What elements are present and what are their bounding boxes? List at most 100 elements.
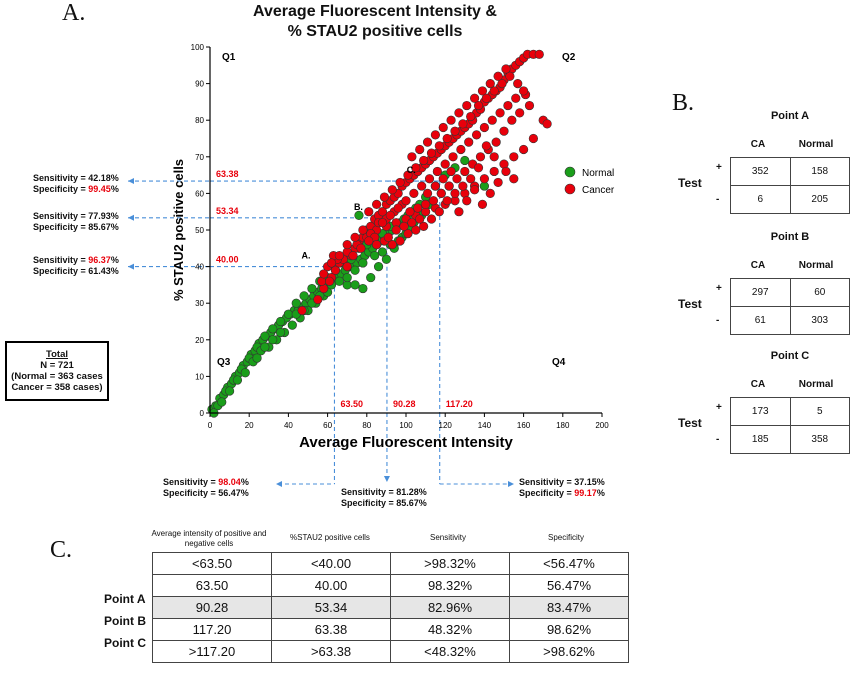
table-row: 63.50 40.00 98.32% 56.47% [152, 574, 629, 597]
quadrant-label-q2: Q2 [562, 52, 576, 63]
cancer-point [405, 207, 415, 217]
x-tick-label: 120 [439, 421, 453, 430]
normal-point [350, 280, 360, 290]
cancer-point [497, 78, 507, 89]
normal-point [342, 272, 352, 283]
contingency-plus: + [716, 402, 722, 413]
cutoff-point-label: A. [301, 251, 310, 261]
table-cell: 98.62% [509, 618, 629, 641]
y-tick-label: 0 [200, 409, 205, 418]
summary-header-intensity: Average intensity of positive and negati… [151, 529, 267, 548]
contingency-plus: + [716, 283, 722, 294]
contingency-col-normal: Normal [798, 139, 834, 150]
cancer-point [460, 166, 470, 177]
cell: 60 [789, 278, 850, 307]
arrowhead [128, 214, 134, 221]
cancer-point [477, 199, 488, 209]
table-cell: 82.96% [390, 596, 510, 619]
contingency-col-ca: CA [750, 379, 766, 390]
contingency-col-ca: CA [750, 260, 766, 271]
cancer-point [534, 49, 544, 59]
table-cell: 56.47% [509, 574, 629, 597]
y-tick-label: 50 [195, 226, 204, 235]
cancer-point [426, 214, 437, 224]
normal-point [307, 283, 317, 294]
cancer-point [399, 221, 409, 231]
cancer-point [458, 119, 468, 129]
contingency-title: Point B [770, 231, 810, 243]
cancer-point [507, 115, 517, 125]
cancer-point [501, 166, 511, 177]
cell: 5 [789, 397, 850, 426]
cancer-point [501, 64, 511, 74]
quadrant-label-q4: Q4 [552, 357, 566, 368]
chart-axes: 0 20 40 60 80 100 120 140 160 180 200 0 10 20 30 40 50 60… [191, 43, 610, 430]
cancer-point [462, 100, 472, 111]
cancer-point [313, 294, 323, 305]
cancer-point [383, 232, 393, 242]
y-tick-label: 100 [191, 43, 205, 52]
y-tick-label: 60 [195, 189, 204, 198]
summary-header-positive: %STAU2 positive cells [290, 533, 370, 542]
x-tick-label: 20 [245, 421, 254, 430]
cancer-point [438, 174, 448, 184]
table-cell: >98.32% [390, 552, 510, 575]
normal-point [373, 262, 384, 272]
table-cell: >98.62% [509, 640, 629, 663]
x-tick-label: 0 [208, 421, 213, 430]
cancer-point [419, 221, 429, 231]
cancer-point [450, 126, 460, 136]
normal-point [350, 265, 360, 275]
cancer-point [391, 225, 401, 235]
normal-point [268, 335, 278, 345]
contingency-minus: - [716, 194, 720, 205]
cancer-point [342, 240, 352, 250]
cancer-point [330, 265, 341, 275]
cancer-point [417, 181, 427, 191]
cancer-point [364, 207, 374, 217]
cancer-point [511, 93, 521, 103]
cancer-point [466, 111, 476, 122]
cancer-point [372, 240, 382, 250]
cancer-point [379, 192, 390, 202]
cancer-point [409, 188, 419, 198]
cancer-point [434, 141, 444, 151]
y-tick-label: 70 [195, 153, 204, 162]
normal-point [260, 331, 270, 341]
cancer-point [493, 177, 503, 188]
x-tick-label: 160 [517, 421, 531, 430]
cancer-point [448, 152, 458, 162]
normal-point [225, 386, 235, 396]
cancer-point [422, 188, 433, 198]
cancer-point [446, 115, 456, 125]
normal-point [299, 291, 309, 301]
legend-marker-normal [564, 166, 576, 178]
cutoff-x-value: 63.50 [340, 399, 363, 409]
cancer-point [387, 185, 397, 195]
cancer-point [503, 100, 513, 111]
cell: 303 [789, 306, 850, 335]
arrowhead [128, 178, 134, 185]
cancer-point [505, 71, 515, 81]
total-n: N = 721 [40, 360, 74, 371]
normal-point [377, 247, 388, 257]
total-box: Total N = 721 (Normal = 363 cases Cancer… [5, 341, 109, 401]
normal-point [217, 397, 227, 407]
chart-labels: Average Fluorescent Intensity % STAU2 pos… [171, 52, 615, 451]
chart-title-line1: Average Fluorescent Intensity & [253, 3, 497, 20]
cancer-point [440, 159, 450, 169]
x-tick-label: 140 [478, 421, 492, 430]
cancer-point [509, 174, 519, 184]
summary-table: <63.50 <40.00 >98.32% <56.47% 63.50 40.00 98.3… [152, 552, 629, 663]
cancer-point [403, 170, 413, 180]
table-cell: 98.32% [390, 574, 510, 597]
cancer-point [470, 185, 480, 195]
normal-point [268, 324, 278, 334]
x-tick-label: 80 [362, 421, 371, 430]
cancer-point [401, 196, 411, 206]
normal-point [275, 316, 286, 327]
cancer-point [454, 207, 464, 217]
cancer-point [438, 122, 448, 133]
cancer-point [454, 108, 464, 118]
annotation-left-2: Sensitivity = 77.93% Specificity = 85.67… [33, 211, 119, 232]
